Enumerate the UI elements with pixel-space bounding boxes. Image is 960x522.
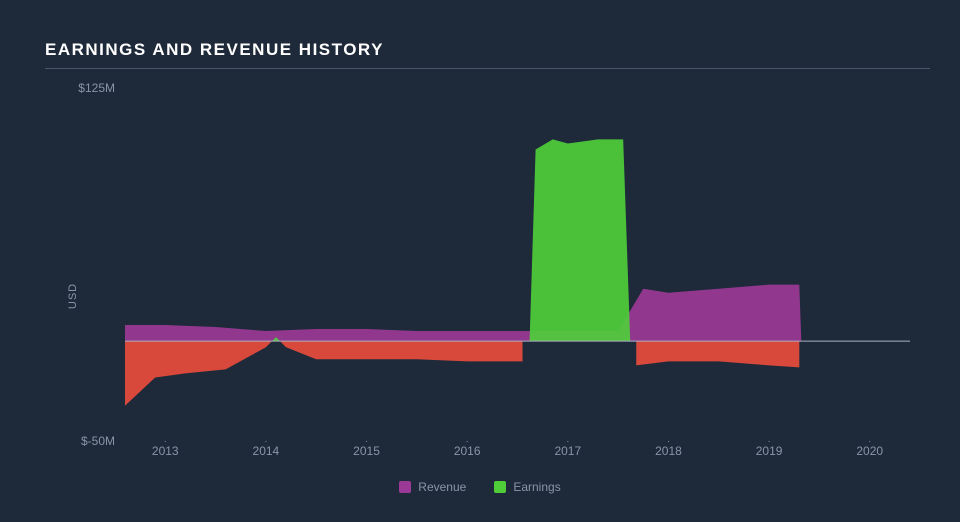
legend-label: Revenue (418, 480, 466, 494)
x-tick-label: 2013 (152, 444, 179, 458)
legend-swatch (399, 481, 411, 493)
plot-svg (125, 89, 910, 442)
plot-area (125, 89, 910, 442)
legend-swatch (494, 481, 506, 493)
chart-title: EARNINGS AND REVENUE HISTORY (45, 40, 930, 60)
revenue-area (125, 285, 801, 341)
legend-item: Revenue (399, 480, 466, 494)
earnings-area-positive (530, 139, 631, 341)
x-tick-label: 2014 (253, 444, 280, 458)
y-tick-label: $125M (30, 81, 115, 95)
x-tick-label: 2017 (554, 444, 581, 458)
earnings-area-negative (280, 341, 523, 361)
y-tick-label: $-50M (30, 434, 115, 448)
title-rule (45, 68, 930, 69)
earnings-area-negative (125, 341, 272, 406)
legend-item: Earnings (494, 480, 560, 494)
x-tick-label: 2020 (856, 444, 883, 458)
x-tick-label: 2018 (655, 444, 682, 458)
legend-label: Earnings (513, 480, 560, 494)
x-tick-label: 2016 (454, 444, 481, 458)
x-tick-label: 2019 (756, 444, 783, 458)
y-axis-labels: $125M$-50M (30, 89, 120, 442)
earnings-area-negative (636, 341, 799, 367)
legend: Revenue Earnings (30, 480, 930, 494)
chart-area: USD $125M$-50M 2013201420152016201720182… (30, 89, 930, 502)
x-tick-label: 2015 (353, 444, 380, 458)
x-axis-labels: 2013 2014 2015 2016 2017 2018 2019 2020 (125, 444, 910, 464)
chart-container: EARNINGS AND REVENUE HISTORY USD $125M$-… (0, 0, 960, 522)
